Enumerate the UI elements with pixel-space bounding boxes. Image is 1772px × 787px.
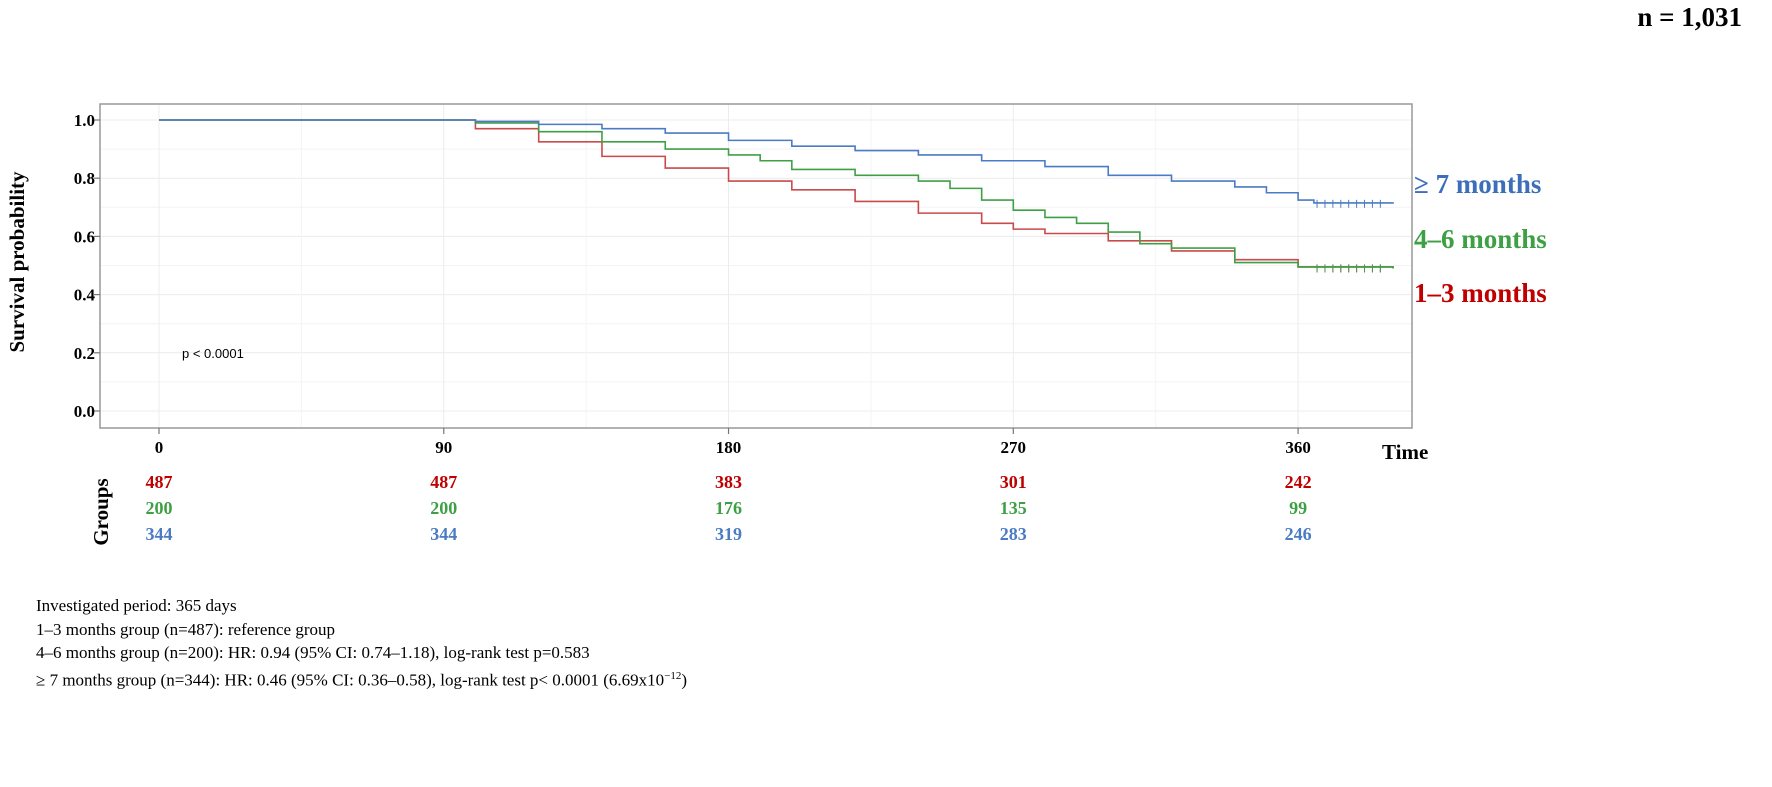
legend-label: 1–3 months [1414, 278, 1547, 308]
y-tick-label: 1.0 [74, 111, 95, 130]
risk-table-cell: 487 [146, 472, 173, 492]
x-axis-ticks: 0 90 180 270 360 [155, 428, 1311, 457]
risk-table-label: Groups [89, 478, 113, 545]
footnote-group3: ≥ 7 months group (n=344): HR: 0.46 (95% … [36, 665, 688, 690]
risk-table-cell: 487 [430, 472, 457, 492]
y-tick-label: 0.0 [74, 402, 95, 421]
risk-table-cell: 200 [146, 498, 173, 518]
survival-chart: 0.0 0.2 0.4 0.6 0.8 1.0 0 90 180 270 360 Survival… [5, 103, 1547, 546]
risk-table-cell: 283 [1000, 524, 1027, 544]
grid-lines [100, 104, 1412, 428]
y-tick-label: 0.2 [74, 344, 95, 363]
y-tick-label: 0.8 [74, 169, 95, 188]
footnotes: Investigated period: 365 days 1–3 months… [36, 594, 688, 690]
risk-table-cell: 319 [715, 524, 742, 544]
x-tick-label: 0 [155, 438, 164, 457]
risk-table-cell: 301 [1000, 472, 1027, 492]
risk-table-cell: 176 [715, 498, 742, 518]
y-axis-ticks: 0.0 0.2 0.4 0.6 0.8 1.0 [74, 111, 100, 421]
footnote-group3-exponent: −12 [664, 669, 682, 682]
footnote-period: Investigated period: 365 days [36, 596, 237, 615]
x-tick-label: 360 [1285, 438, 1311, 457]
risk-table-cell: 200 [430, 498, 457, 518]
plot-frame [99, 103, 1413, 429]
x-tick-label: 180 [716, 438, 742, 457]
footnote-group2: 4–6 months group (n=200): HR: 0.94 (95% … [36, 643, 590, 662]
survival-curve [159, 119, 1394, 204]
risk-table-cell: 242 [1285, 472, 1312, 492]
risk-table-cell: 135 [1000, 498, 1027, 518]
survival-curve [159, 119, 1394, 269]
risk-table-cell: 246 [1285, 524, 1312, 544]
legend: ≥ 7 months 4–6 months 1–3 months [1414, 169, 1547, 308]
legend-label: 4–6 months [1414, 224, 1547, 254]
y-tick-label: 0.4 [74, 286, 96, 305]
y-tick-label: 0.6 [74, 227, 95, 246]
series-lines [159, 119, 1394, 273]
footnote-group3-text: ≥ 7 months group (n=344): HR: 0.46 (95% … [36, 670, 665, 690]
risk-table-cell: 99 [1289, 498, 1307, 518]
survival-curve [159, 119, 1394, 269]
risk-table-cell: 344 [430, 524, 457, 544]
footnote-group3-close: ) [681, 670, 688, 690]
legend-label: ≥ 7 months [1414, 169, 1541, 199]
risk-table-cell: 344 [146, 524, 173, 544]
risk-table: 487 487 383 301 242 200 200 176 135 99 344 344 319 28… [146, 472, 1312, 544]
y-axis-label: Survival probability [5, 171, 29, 353]
footnote-group1: 1–3 months group (n=487): reference grou… [36, 619, 335, 639]
x-tick-label: 270 [1001, 438, 1027, 457]
p-value-annotation: p < 0.0001 [182, 346, 244, 361]
risk-table-cell: 383 [715, 472, 742, 492]
x-tick-label: 90 [435, 438, 452, 457]
x-axis-label: Time [1382, 440, 1428, 464]
sample-size-label: n = 1,031 [1637, 2, 1742, 32]
